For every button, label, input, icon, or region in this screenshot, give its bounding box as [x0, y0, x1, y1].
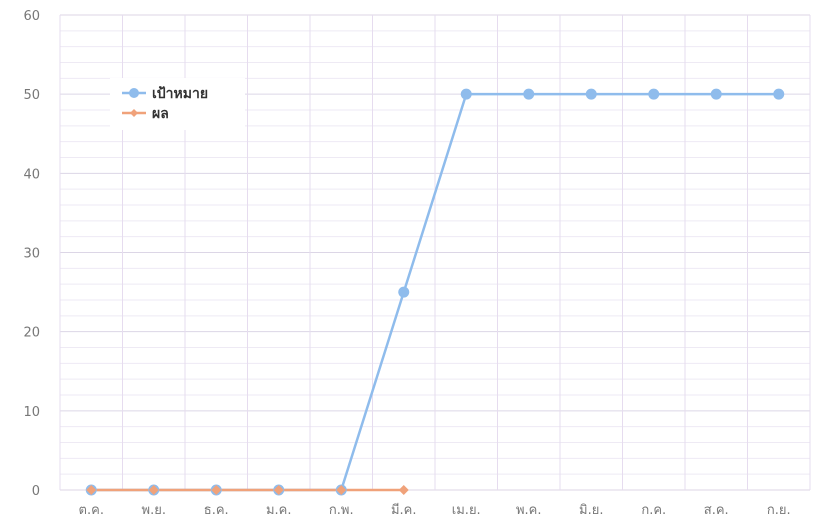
- x-tick-label: ก.ย.: [767, 503, 791, 518]
- data-point-target: [523, 88, 535, 100]
- x-tick-label: ต.ค.: [79, 503, 104, 518]
- x-tick-label: ส.ค.: [704, 503, 729, 518]
- data-point-target: [398, 286, 410, 298]
- data-point-target: [773, 88, 785, 100]
- legend-marker: [129, 88, 139, 98]
- data-point-target: [648, 88, 660, 100]
- y-tick-label: 30: [23, 247, 40, 262]
- x-tick-label: มิ.ย.: [579, 503, 603, 518]
- y-tick-label: 50: [23, 88, 40, 103]
- data-point-result: [86, 485, 97, 495]
- x-axis: ต.ค. พ.ย. ธ.ค. ม.ค. ก.พ. มี.ค. เม.ย. พ.ค. มิ.ย. ก…: [79, 502, 791, 518]
- x-tick-label: พ.ค.: [516, 503, 542, 518]
- series-lines: [91, 92, 779, 492]
- legend-box: [110, 78, 245, 130]
- data-point-result: [398, 485, 409, 495]
- x-tick-label: ม.ค.: [266, 503, 292, 518]
- y-axis: 0 10 20 30 40 50 60: [23, 9, 40, 499]
- data-point-target: [710, 88, 722, 100]
- x-tick-label: ธ.ค.: [204, 503, 229, 518]
- y-tick-label: 10: [23, 405, 40, 420]
- data-point-target: [585, 88, 597, 100]
- series-points: [85, 88, 785, 496]
- x-tick-label: ก.ค.: [641, 503, 666, 518]
- data-point-result: [211, 485, 222, 495]
- data-point-target: [460, 88, 472, 100]
- data-point-result: [336, 485, 347, 495]
- x-tick-label: มี.ค.: [391, 502, 417, 518]
- y-tick-label: 0: [32, 484, 40, 499]
- y-tick-label: 60: [23, 9, 40, 24]
- legend-marker: [130, 109, 138, 117]
- legend-label: เป้าหมาย: [152, 86, 208, 102]
- x-tick-label: เม.ย.: [452, 503, 481, 518]
- grid: [59, 14, 811, 491]
- x-tick-label: พ.ย.: [142, 503, 166, 518]
- y-tick-label: 40: [23, 167, 40, 182]
- x-tick-label: ก.พ.: [329, 503, 354, 518]
- legend-label: ผล: [152, 106, 169, 122]
- data-point-result: [148, 485, 159, 495]
- data-point-result: [273, 485, 284, 495]
- y-tick-label: 20: [23, 326, 40, 341]
